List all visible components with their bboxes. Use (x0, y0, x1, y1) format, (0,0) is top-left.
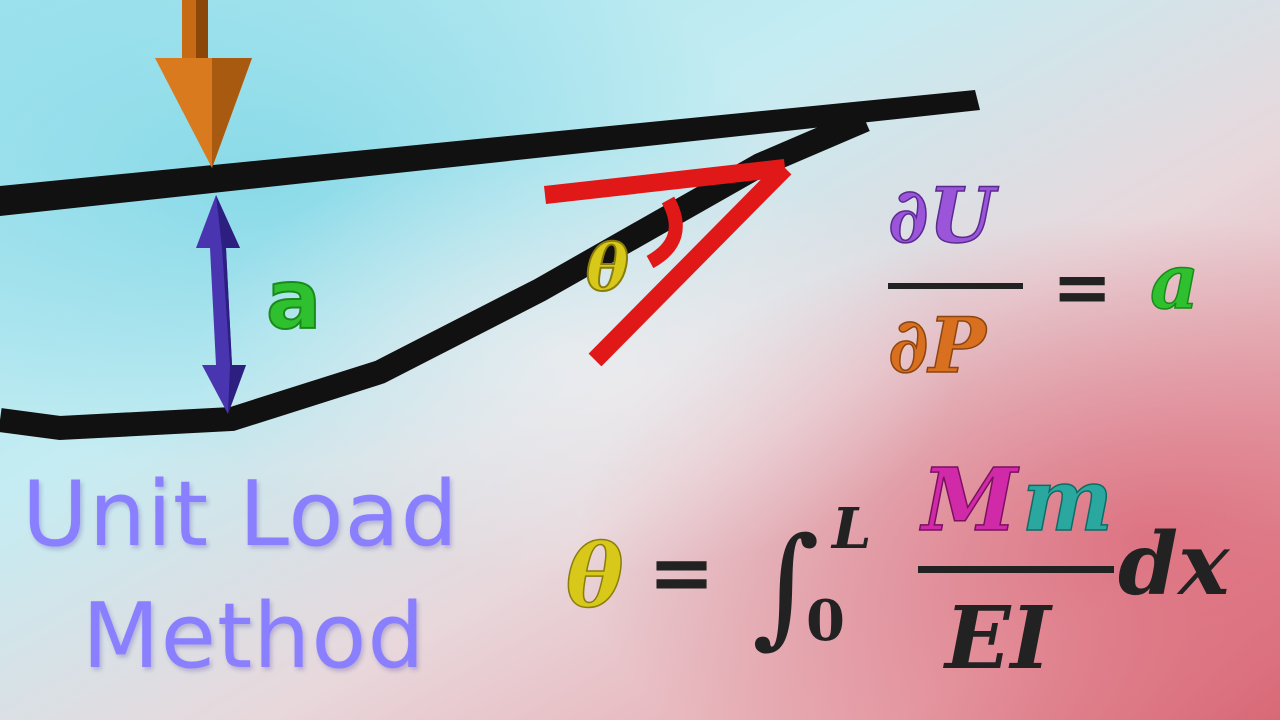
deflection-arrow (196, 195, 246, 414)
undeformed-beam (0, 90, 980, 216)
tangent-lines (543, 159, 792, 367)
equals-sign: = (1052, 245, 1112, 329)
load-arrow (155, 0, 252, 168)
integral-sign: ∫ (752, 509, 820, 661)
denominator-EI: EI (942, 588, 1054, 689)
angle-label: θ (586, 231, 629, 306)
title-line-1: Unit Load (22, 462, 459, 567)
theta-lhs: θ (566, 526, 624, 627)
upper-limit: L (830, 496, 871, 562)
title-line-2: Method (82, 584, 426, 689)
integral-equation: θ = ∫ L 0 M m EI dx (565, 449, 1231, 689)
deflection-label: a (266, 253, 321, 348)
energy-equation: ∂U ∂P = a (887, 170, 1200, 391)
partial-p-denominator: ∂P (888, 301, 988, 390)
lower-limit: 0 (806, 588, 845, 654)
partial-u-numerator: ∂U (888, 171, 1000, 260)
differential-dx: dx (1118, 514, 1231, 615)
numerator-m: m (1022, 450, 1113, 551)
equals-sign-2: = (648, 526, 715, 619)
fraction-bar (888, 283, 1023, 289)
numerator-M: M (919, 450, 1020, 551)
energy-result: a (1150, 237, 1199, 326)
fraction-bar-2 (918, 566, 1114, 573)
